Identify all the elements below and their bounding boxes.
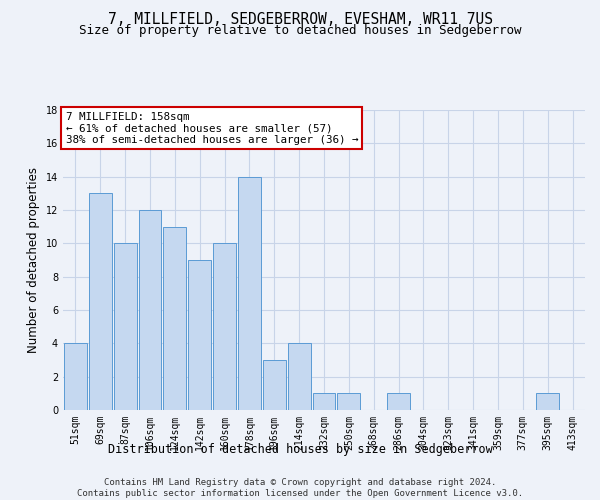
Bar <box>89 194 112 410</box>
Bar <box>114 244 137 410</box>
Text: Contains HM Land Registry data © Crown copyright and database right 2024.
Contai: Contains HM Land Registry data © Crown c… <box>77 478 523 498</box>
Bar <box>238 176 261 410</box>
Y-axis label: Number of detached properties: Number of detached properties <box>27 167 40 353</box>
Text: 7, MILLFIELD, SEDGEBERROW, EVESHAM, WR11 7US: 7, MILLFIELD, SEDGEBERROW, EVESHAM, WR11… <box>107 12 493 28</box>
Text: Size of property relative to detached houses in Sedgeberrow: Size of property relative to detached ho… <box>79 24 521 37</box>
Bar <box>288 344 311 410</box>
Bar <box>536 394 559 410</box>
Bar <box>163 226 186 410</box>
Bar <box>263 360 286 410</box>
Bar <box>188 260 211 410</box>
Bar <box>213 244 236 410</box>
Text: 7 MILLFIELD: 158sqm
← 61% of detached houses are smaller (57)
38% of semi-detach: 7 MILLFIELD: 158sqm ← 61% of detached ho… <box>65 112 358 144</box>
Text: Distribution of detached houses by size in Sedgeberrow: Distribution of detached houses by size … <box>107 442 493 456</box>
Bar <box>64 344 87 410</box>
Bar <box>387 394 410 410</box>
Bar <box>337 394 360 410</box>
Bar <box>313 394 335 410</box>
Bar <box>139 210 161 410</box>
